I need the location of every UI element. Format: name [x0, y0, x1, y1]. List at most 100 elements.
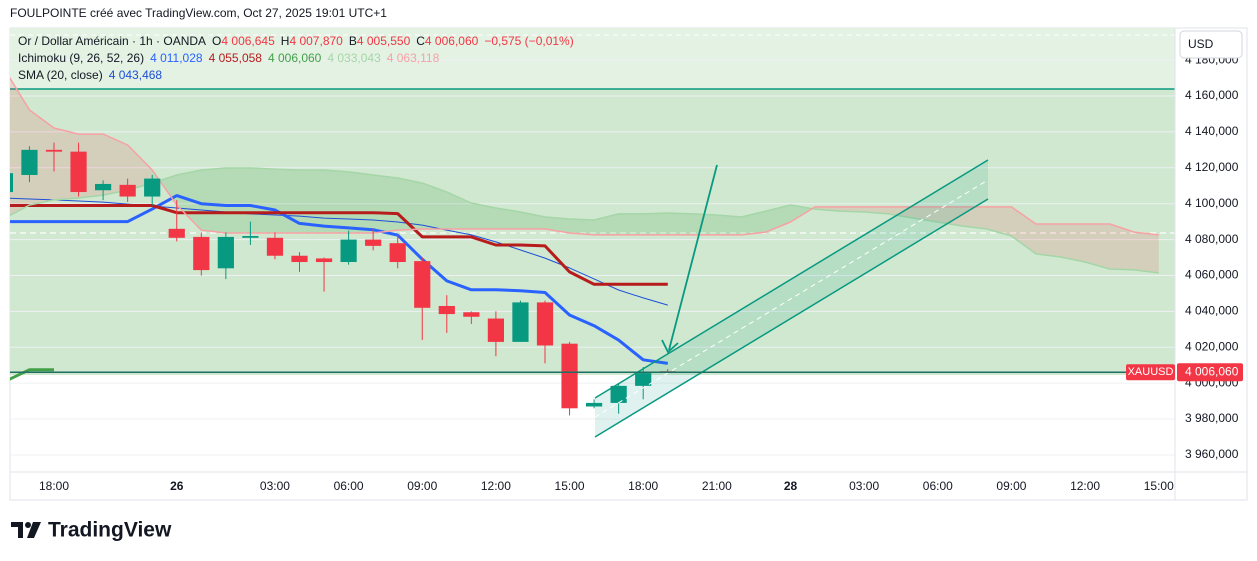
y-tick-label: 4 040,000	[1185, 304, 1239, 318]
x-tick-label: 09:00	[407, 479, 437, 493]
candle-body	[266, 237, 284, 256]
cloud-segment	[765, 204, 791, 233]
legend-value: 4 006,060	[268, 51, 322, 65]
legend-key: B	[349, 34, 357, 48]
y-tick-label: 4 140,000	[1185, 124, 1239, 138]
arrow-head	[661, 339, 679, 354]
y-tick-label: 4 100,000	[1185, 196, 1239, 210]
candle-body	[635, 373, 652, 386]
cloud-segment	[716, 215, 742, 235]
candle-body	[193, 236, 210, 271]
y-tick-label: 3 960,000	[1185, 447, 1239, 461]
cloud-segment	[103, 134, 128, 196]
candle-body	[414, 261, 431, 308]
candle-body	[365, 239, 382, 246]
candle-body	[512, 302, 529, 342]
x-tick-label: 09:00	[996, 479, 1026, 493]
indicator-line	[10, 167, 1159, 274]
x-tick-label: 12:00	[1070, 479, 1100, 493]
cloud-segment	[937, 206, 963, 226]
legend-value: 4 006,060	[425, 34, 479, 48]
brand: TradingView	[48, 519, 172, 542]
y-tick-label: 4 120,000	[1185, 160, 1239, 174]
zone-rectangle	[10, 89, 1175, 375]
currency: USD	[1188, 37, 1214, 51]
candle-body	[463, 312, 480, 317]
cloud-segment	[397, 178, 423, 231]
arrow	[668, 164, 718, 351]
legend-key: O	[212, 34, 221, 48]
cloud-segment	[618, 213, 644, 235]
x-tick-label: 21:00	[702, 479, 732, 493]
candle-body	[585, 402, 603, 407]
candle-body	[21, 149, 38, 175]
cloud-segment	[324, 169, 349, 233]
x-tick-label: 15:00	[555, 479, 585, 493]
legend-indicator: SMA (20, close)	[18, 68, 103, 82]
x-tick-label: 28	[784, 479, 798, 493]
logo: TradingView	[11, 519, 172, 542]
cloud-segment	[667, 213, 693, 235]
x-tick-label: 06:00	[923, 479, 953, 493]
cloud-segment	[1036, 223, 1061, 257]
legend-row: Ichimoku (9, 26, 52, 26) 4 011,028 4 055,0…	[18, 51, 440, 65]
cloud-segment	[1109, 223, 1135, 270]
x-tick-label: 15:00	[1144, 479, 1174, 493]
x-tick-label: 12:00	[481, 479, 511, 493]
candle-body	[389, 243, 406, 263]
cloud-segment	[471, 202, 496, 230]
candle-body	[45, 149, 63, 152]
legend-value: 4 043,468	[109, 68, 163, 82]
currency-box[interactable]	[1179, 30, 1243, 59]
candle-body	[70, 151, 87, 193]
cloud-segment	[10, 78, 30, 216]
legend-value: 4 005,550	[357, 34, 411, 48]
legend-value: 4 007,870	[289, 34, 343, 48]
cloud-segment	[225, 167, 251, 233]
candles	[10, 142, 676, 416]
candle-body	[291, 255, 308, 263]
cloud-segment	[348, 171, 374, 233]
legend-value: 4 033,043	[327, 51, 381, 65]
plot-area	[10, 28, 1175, 456]
legend-value: 4 055,058	[209, 51, 263, 65]
x-tick-label: 18:00	[39, 479, 69, 493]
cloud-segment	[692, 213, 717, 235]
lines	[10, 76, 1159, 381]
legend-value: 4 063,118	[387, 51, 440, 65]
channel-mid	[594, 179, 989, 418]
cloud-segment	[495, 208, 521, 230]
x-tick-label: 26	[170, 479, 184, 493]
cloud-segment	[986, 206, 1012, 237]
indicator-line	[10, 197, 668, 306]
zone-upper	[10, 28, 1175, 89]
y-tick-label: 3 980,000	[1185, 411, 1239, 425]
logo-mark	[11, 522, 23, 538]
header: FOULPOINTE créé avec TradingView.com, Oc…	[10, 6, 387, 20]
legend-title: Or / Dollar Américain · 1h · OANDA	[18, 34, 206, 48]
logo-mark	[27, 522, 41, 538]
candle-body	[315, 258, 333, 263]
candle-body	[438, 305, 455, 315]
x-tick-label: 03:00	[849, 479, 879, 493]
symbol-label: XAUUSD	[1128, 366, 1174, 378]
cloud-segment	[569, 218, 595, 235]
candle-body	[242, 236, 259, 238]
candle-body	[10, 173, 14, 193]
cloud-segment	[545, 216, 570, 233]
cloud-segment	[1060, 223, 1086, 263]
x-tick-label: 03:00	[260, 479, 290, 493]
cloud-segment	[1134, 232, 1159, 273]
candle-body	[561, 343, 578, 409]
legend-key: H	[281, 34, 290, 48]
legend-indicator: Ichimoku (9, 26, 52, 26)	[18, 51, 144, 65]
candle-body	[217, 236, 234, 269]
logo-mark	[25, 522, 31, 528]
symbol-tag	[1126, 364, 1175, 381]
cloud-segment	[422, 183, 447, 230]
candle-body	[487, 318, 505, 342]
cloud-segment	[913, 206, 938, 223]
cloud-segment	[962, 206, 987, 230]
